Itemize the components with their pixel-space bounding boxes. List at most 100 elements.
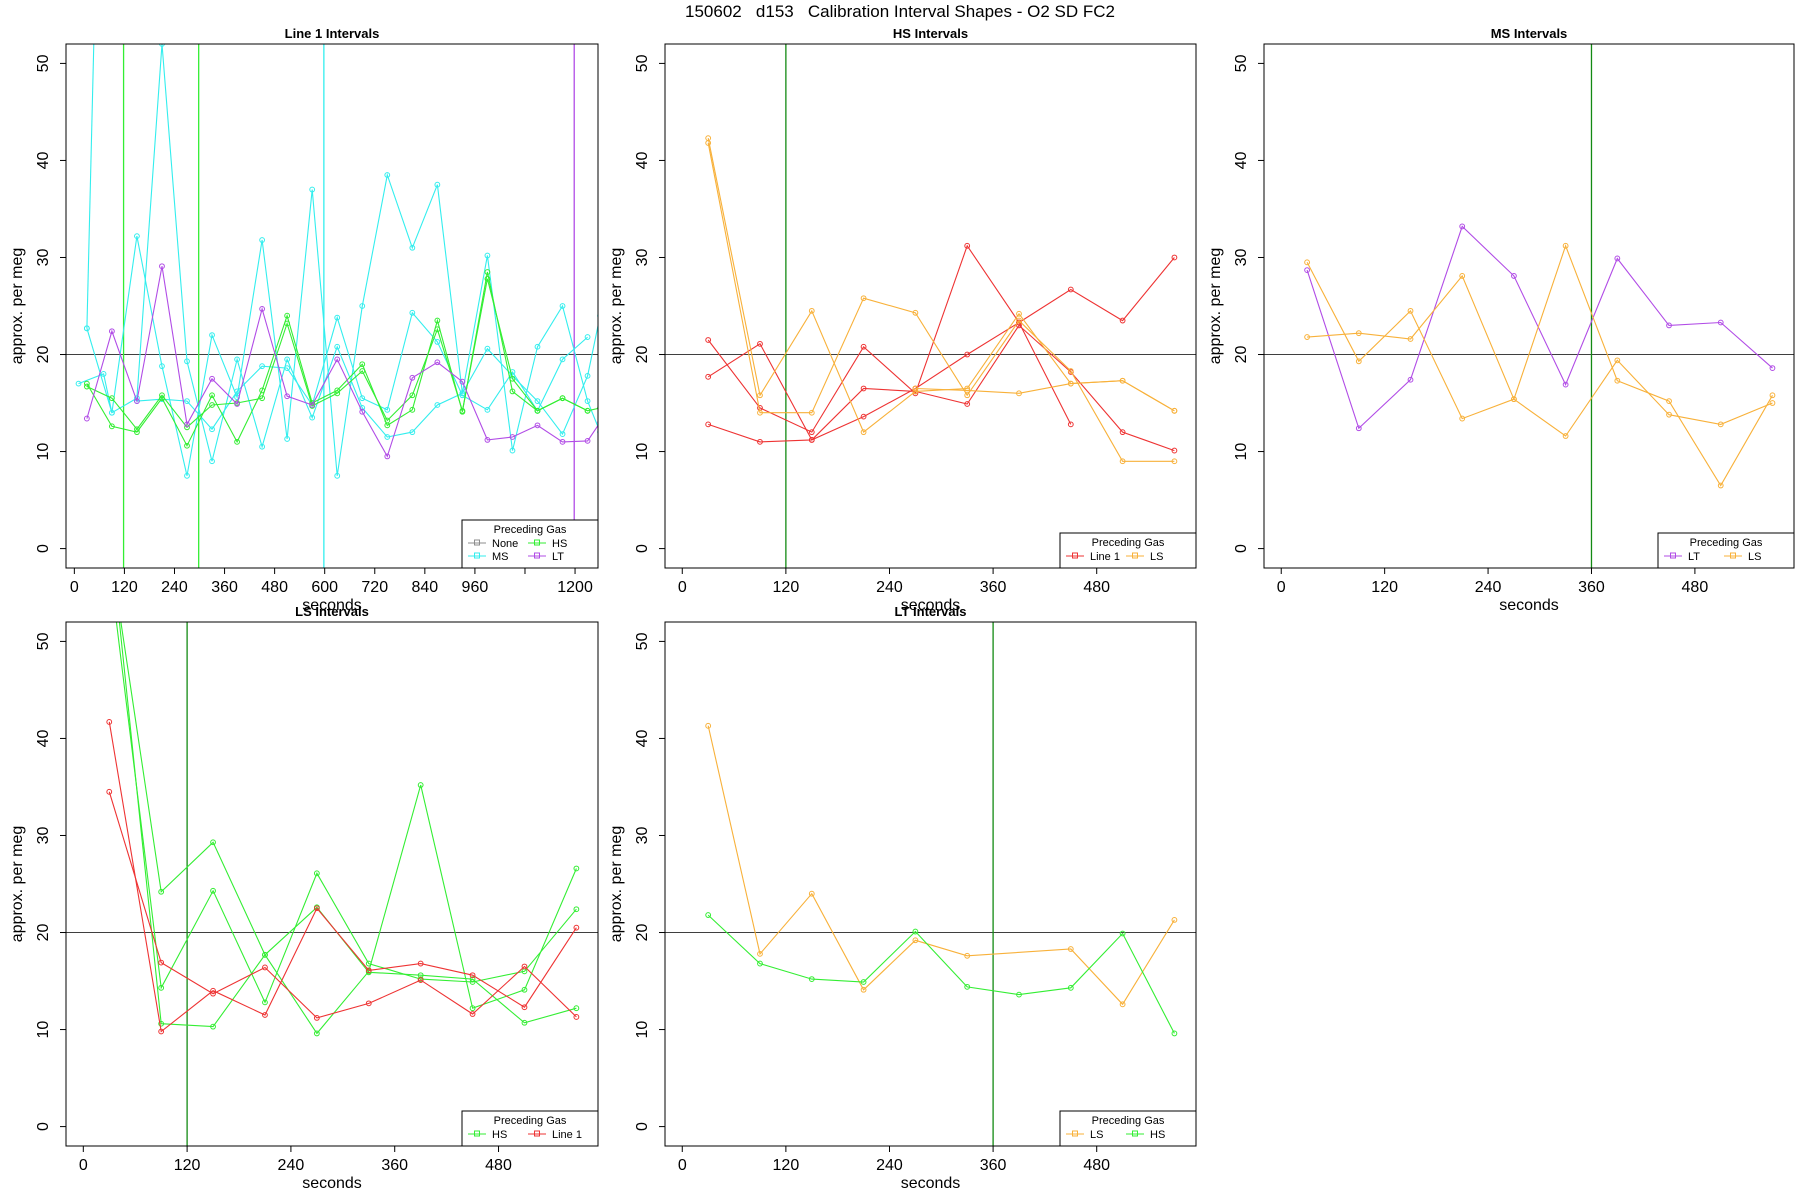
legend-swatch-marker-ms [474,552,480,559]
y-tick-label: 30 [1233,248,1250,266]
x-tick-label: 120 [174,1157,201,1174]
y-tick-label: 20 [35,346,52,364]
data-point-hs [158,984,165,991]
y-tick-label: 40 [1233,151,1250,169]
data-point-line-1 [262,1012,268,1018]
panel-title: LT Intervals [894,604,966,619]
legend-label-hs: HS [492,1129,507,1141]
panel-title: MS Intervals [1491,26,1568,41]
data-point-ms [284,365,291,372]
x-axis-label: seconds [901,1175,961,1192]
legend-title: Preceding Gas [494,1115,567,1127]
data-point-hs [1016,991,1022,998]
data-point-ls [705,722,712,729]
data-point-line-1 [1171,447,1178,454]
data-point-hs [912,928,919,935]
data-point-hs [334,390,341,397]
x-tick-label: 480 [1083,579,1110,596]
data-point-lt [459,378,466,385]
data-point-lt [159,263,165,270]
legend-swatch-marker-lt [534,552,540,559]
data-point-line-1 [964,242,971,249]
data-point-line-1 [106,719,113,725]
data-point-line-1 [417,977,424,983]
plot-frame [65,43,599,569]
legend: Preceding Gas HS Line 1 [461,1110,599,1147]
data-point-hs [573,906,580,913]
legend: Preceding Gas Line 1 LS [1059,532,1197,569]
data-point-ms [409,309,416,316]
x-tick-label: 120 [773,579,800,596]
data-point-ls [1717,482,1724,489]
plot-frame [664,43,1197,569]
data-point-ms [209,332,215,339]
x-tick-label: 960 [462,579,489,596]
data-point-hs [573,1005,580,1012]
data-point-ms [334,472,341,479]
data-point-hs [158,1020,165,1027]
data-point-hs [521,1019,528,1026]
data-point-line-1 [757,340,763,347]
series-line-line-1 [708,324,1175,452]
data-point-lt [484,437,491,443]
data-point-hs [559,395,566,402]
data-point-line-1 [860,413,867,420]
data-point-ms [75,380,82,387]
plot-frame [1263,43,1795,569]
data-point-ms [384,172,391,178]
data-point-ls [1119,1001,1126,1008]
legend-label-hs: HS [1150,1129,1165,1141]
data-point-hs [1171,1030,1178,1037]
y-tick-label: 20 [634,924,651,942]
data-point-line-1 [313,1015,320,1021]
series-line-hs [115,622,577,1004]
data-point-ms [234,388,240,395]
legend-box [1059,1110,1197,1147]
data-point-ms [584,398,591,404]
data-point-line-1 [521,1004,528,1011]
data-point-line-1 [365,967,372,974]
data-point-hs [469,1005,476,1012]
x-tick-label: 360 [1578,579,1605,596]
data-point-ms [83,325,90,332]
data-point-line-1 [1067,286,1074,293]
x-tick-label: 480 [1083,1157,1110,1174]
data-point-lt [259,306,266,312]
data-point-ms [184,358,190,365]
y-tick-label: 50 [634,54,651,72]
data-point-ms [108,409,115,416]
y-tick-label: 30 [35,248,52,266]
legend: Preceding Gas LT LS [1657,532,1795,569]
data-point-ms [209,426,215,433]
data-point-hs [459,407,466,414]
data-point-ms [559,431,566,437]
data-point-ls [1562,242,1569,249]
legend-label-ls: LS [1150,551,1163,563]
data-point-hs [108,395,115,402]
data-point-hs [705,912,712,918]
panel-ls-intervals: LS Intervals 0 120 240 360 480 seconds 0 10 20 30 4… [9,604,599,1192]
series-line-hs [86,278,588,431]
data-point-hs [521,986,528,993]
data-point-lt [1459,223,1466,230]
data-point-lt [1511,273,1517,279]
series-line-line-1 [108,721,577,1033]
data-point-ms [584,372,591,379]
y-tick-label: 0 [634,544,651,553]
data-point-ls [912,937,919,944]
data-point-ls [808,307,815,314]
data-point-line-1 [808,429,815,436]
data-point-line-1 [757,438,763,445]
data-point-hs [108,423,115,430]
x-axis-label: seconds [302,597,362,614]
data-point-hs [808,976,815,982]
data-point-ls [1067,368,1074,374]
data-point-hs [134,426,140,433]
data-point-hs [964,983,971,990]
data-point-ls [757,392,763,399]
data-point-ls [1171,407,1178,414]
data-point-ls [1511,396,1517,403]
data-point-ls [1016,310,1022,317]
y-axis-label: approx. per meg [9,826,26,943]
data-point-ls [1666,411,1672,418]
